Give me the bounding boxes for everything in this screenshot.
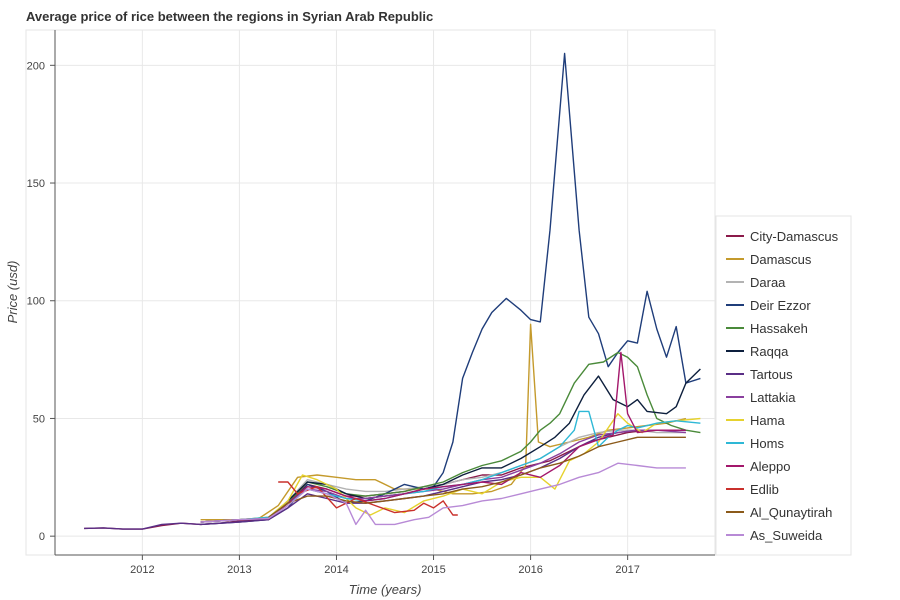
legend-label: As_Suweida (750, 528, 823, 543)
legend-items: City-Damascus Damascus Daraa Deir Ezzor Hass… (726, 229, 839, 543)
plot-area (25, 29, 716, 556)
legend-label: Tartous (750, 367, 793, 382)
legend-label: Daraa (750, 275, 786, 290)
y-tick-label: 100 (27, 296, 45, 308)
chart-title: Average price of rice between the region… (26, 9, 433, 24)
y-axis-label: Price (usd) (5, 261, 20, 324)
series-line-as-suweida (200, 462, 686, 526)
legend: City-Damascus Damascus Daraa Deir Ezzor Hass… (715, 215, 852, 556)
y-tick-label: 200 (27, 60, 45, 72)
legend-box (715, 215, 852, 556)
y-tick-label: 150 (27, 178, 45, 190)
legend-label: Raqqa (750, 344, 789, 359)
x-tick-label: 2016 (518, 564, 542, 576)
x-tick-label: 2012 (130, 564, 154, 576)
legend-label: Edlib (750, 482, 779, 497)
x-axis-label: Time (years) (349, 582, 422, 597)
tick-labels: 2012 2013 2014 2015 2016 2017 0 50 100 150 200 (27, 60, 640, 576)
series-lines (84, 52, 701, 530)
legend-label: Aleppo (750, 459, 790, 474)
legend-label: Homs (750, 436, 784, 451)
x-tick-label: 2014 (324, 564, 348, 576)
grid-lines (55, 30, 715, 555)
series-line-damascus (200, 323, 687, 521)
series-line-raqqa (200, 368, 701, 523)
x-tick-label: 2015 (421, 564, 445, 576)
series-line-hama (200, 413, 701, 523)
legend-label: City-Damascus (750, 229, 839, 244)
legend-label: Damascus (750, 252, 812, 267)
series-line-daraa (200, 429, 686, 523)
x-tick-label: 2017 (615, 564, 639, 576)
axes (54, 30, 715, 556)
series-line-hassakeh (200, 351, 701, 523)
y-tick-label: 0 (39, 531, 45, 543)
legend-label: Hama (750, 413, 785, 428)
series-line-edlib (278, 481, 458, 516)
legend-label: Hassakeh (750, 321, 808, 336)
x-tick-label: 2013 (227, 564, 251, 576)
y-tick-label: 50 (33, 413, 45, 425)
legend-label: Deir Ezzor (750, 298, 811, 313)
legend-label: Al_Qunaytirah (750, 505, 832, 520)
legend-label: Lattakia (750, 390, 796, 405)
series-line-aleppo (200, 351, 686, 523)
